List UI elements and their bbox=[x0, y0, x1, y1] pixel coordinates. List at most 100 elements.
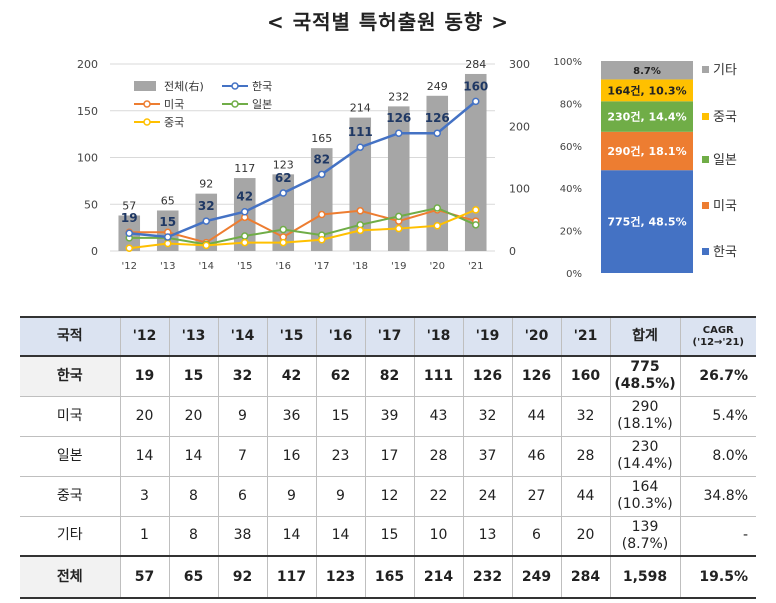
table-row: 기타 1 8 38 14 14 15 10 13 6 20 139 (8.7%) - bbox=[20, 516, 756, 557]
table-cell: 한국 bbox=[20, 356, 120, 397]
korea-data-label: 32 bbox=[198, 199, 215, 213]
stack-segment-label: 290건, 18.1% bbox=[607, 144, 686, 158]
table-cell: 10 bbox=[413, 516, 463, 557]
x-tick-label: '12 bbox=[122, 261, 137, 272]
total-bar-label: 284 bbox=[465, 58, 486, 71]
stack-axis-tick-label: 80% bbox=[560, 99, 582, 110]
table-cell: 126 bbox=[511, 356, 561, 397]
series-line-일본 bbox=[129, 206, 477, 246]
stack-segment-label: 8.7% bbox=[633, 66, 661, 77]
korea-data-label: 160 bbox=[463, 79, 488, 93]
table-total-row: 전체 57 65 92 117 123 165 214 232 249 284 1,598 19.5% bbox=[20, 555, 756, 599]
korea-data-label: 126 bbox=[386, 111, 411, 125]
stack-axis-tick-label: 60% bbox=[560, 142, 582, 153]
table-cell: 39 bbox=[364, 396, 414, 437]
left-axis-tick-label: 50 bbox=[84, 198, 98, 211]
table-cell: 9 bbox=[217, 396, 267, 437]
table-header-cell: '16 bbox=[315, 316, 365, 357]
stack-legend-label: 일본 bbox=[713, 153, 737, 168]
series-point-중국 bbox=[395, 224, 403, 233]
table-cell: 117 bbox=[266, 555, 316, 599]
legend-marker bbox=[231, 82, 239, 90]
total-bar-label: 123 bbox=[273, 158, 294, 171]
table-cell: 1,598 bbox=[609, 555, 680, 599]
right-axis-tick-label: 0 bbox=[509, 245, 516, 258]
stack-axis-tick-label: 20% bbox=[560, 227, 582, 238]
table-cell: 중국 bbox=[20, 476, 120, 517]
table-cell: 7 bbox=[217, 436, 267, 477]
x-tick-label: '18 bbox=[353, 261, 368, 272]
table-total-cell: 164 (10.3%) bbox=[609, 476, 680, 517]
stack-segment-label: 164건, 10.3% bbox=[607, 83, 686, 97]
table-cell: 20 bbox=[560, 516, 610, 557]
table-cell: 62 bbox=[315, 356, 365, 397]
table-cell: 28 bbox=[560, 436, 610, 477]
patent-data-table: 국적 '12'13'14'15'16'17'18'19'20'21 합계 CAGR ('… bbox=[20, 316, 756, 599]
table-cell: 19 bbox=[119, 356, 169, 397]
total-bar-label: 232 bbox=[388, 90, 409, 103]
series-point-미국 bbox=[356, 207, 364, 215]
series-point-중국 bbox=[202, 241, 210, 250]
table-cell: 8 bbox=[168, 476, 218, 517]
table-cagr-cell: 8.0% bbox=[679, 436, 756, 477]
korea-data-label: 126 bbox=[425, 111, 450, 125]
table-total-cell: 775 (48.5%) bbox=[609, 356, 680, 397]
table-header-cell: '14 bbox=[217, 316, 267, 357]
stack-legend-swatch bbox=[702, 66, 709, 73]
stack-axis-tick-label: 100% bbox=[553, 57, 582, 68]
table-cell: 20 bbox=[119, 396, 169, 437]
table-cell: 24 bbox=[462, 476, 512, 517]
legend-marker bbox=[143, 100, 151, 108]
korea-data-label: 62 bbox=[275, 171, 292, 185]
stack-segment-한국 bbox=[601, 170, 693, 273]
series-point-중국 bbox=[318, 236, 326, 244]
series-point-한국 bbox=[125, 229, 133, 237]
series-point-한국 bbox=[279, 189, 287, 197]
table-cagr-cell: 5.4% bbox=[679, 396, 756, 437]
table-row: 중국 3 8 6 9 9 12 22 24 27 44 164 (10.3%) 34.8% bbox=[20, 476, 756, 517]
table-cell: 16 bbox=[266, 436, 316, 477]
table-cell: 44 bbox=[511, 396, 561, 437]
stack-axis-tick-label: 40% bbox=[560, 184, 582, 195]
left-axis-tick-label: 0 bbox=[91, 245, 98, 258]
series-line-중국 bbox=[129, 208, 477, 250]
korea-data-label: 111 bbox=[348, 125, 373, 139]
series-point-중국 bbox=[241, 238, 249, 247]
series-point-일본 bbox=[395, 212, 403, 221]
table-cagr-cell: 26.7% bbox=[679, 356, 756, 397]
table-cell: 32 bbox=[560, 396, 610, 437]
series-point-일본 bbox=[433, 204, 441, 212]
table-header-cell: '12 bbox=[119, 316, 169, 357]
table-row: 미국 20 20 9 36 15 39 43 32 44 32 290 (18.1%) 5.4% bbox=[20, 396, 756, 437]
table-cagr-cell: 34.8% bbox=[679, 476, 756, 517]
table-cell: 284 bbox=[560, 555, 610, 599]
table-header-cell: '21 bbox=[560, 316, 610, 357]
table-cell: 46 bbox=[511, 436, 561, 477]
table-header-cell: '19 bbox=[462, 316, 512, 357]
korea-data-label: 42 bbox=[236, 190, 253, 204]
series-point-중국 bbox=[433, 222, 441, 230]
stack-segment-label: 775건, 48.5% bbox=[607, 215, 686, 229]
table-cell: 57 bbox=[119, 555, 169, 599]
table-cell: 43 bbox=[413, 396, 463, 437]
stack-axis-tick-label: 0% bbox=[566, 269, 582, 280]
series-point-일본 bbox=[472, 221, 480, 229]
table-cell: 일본 bbox=[20, 436, 120, 477]
total-bar-label: 165 bbox=[311, 132, 332, 145]
table-cell: 14 bbox=[315, 516, 365, 557]
table-cell: 17 bbox=[364, 436, 414, 477]
series-point-중국 bbox=[279, 238, 287, 247]
table-cell: 92 bbox=[217, 555, 267, 599]
table-cell: 232 bbox=[462, 555, 512, 599]
table-header-cell: '13 bbox=[168, 316, 218, 357]
table-cell: 23 bbox=[315, 436, 365, 477]
table-cell: 기타 bbox=[20, 516, 120, 557]
table-cell: 111 bbox=[413, 356, 463, 397]
total-bar-label: 92 bbox=[199, 178, 213, 191]
table-cell: 160 bbox=[560, 356, 610, 397]
series-point-일본 bbox=[241, 232, 249, 240]
total-bar-label: 249 bbox=[427, 80, 448, 93]
series-point-중국 bbox=[164, 239, 172, 248]
stack-legend-swatch bbox=[702, 202, 709, 209]
table-cell: 전체 bbox=[20, 555, 120, 599]
